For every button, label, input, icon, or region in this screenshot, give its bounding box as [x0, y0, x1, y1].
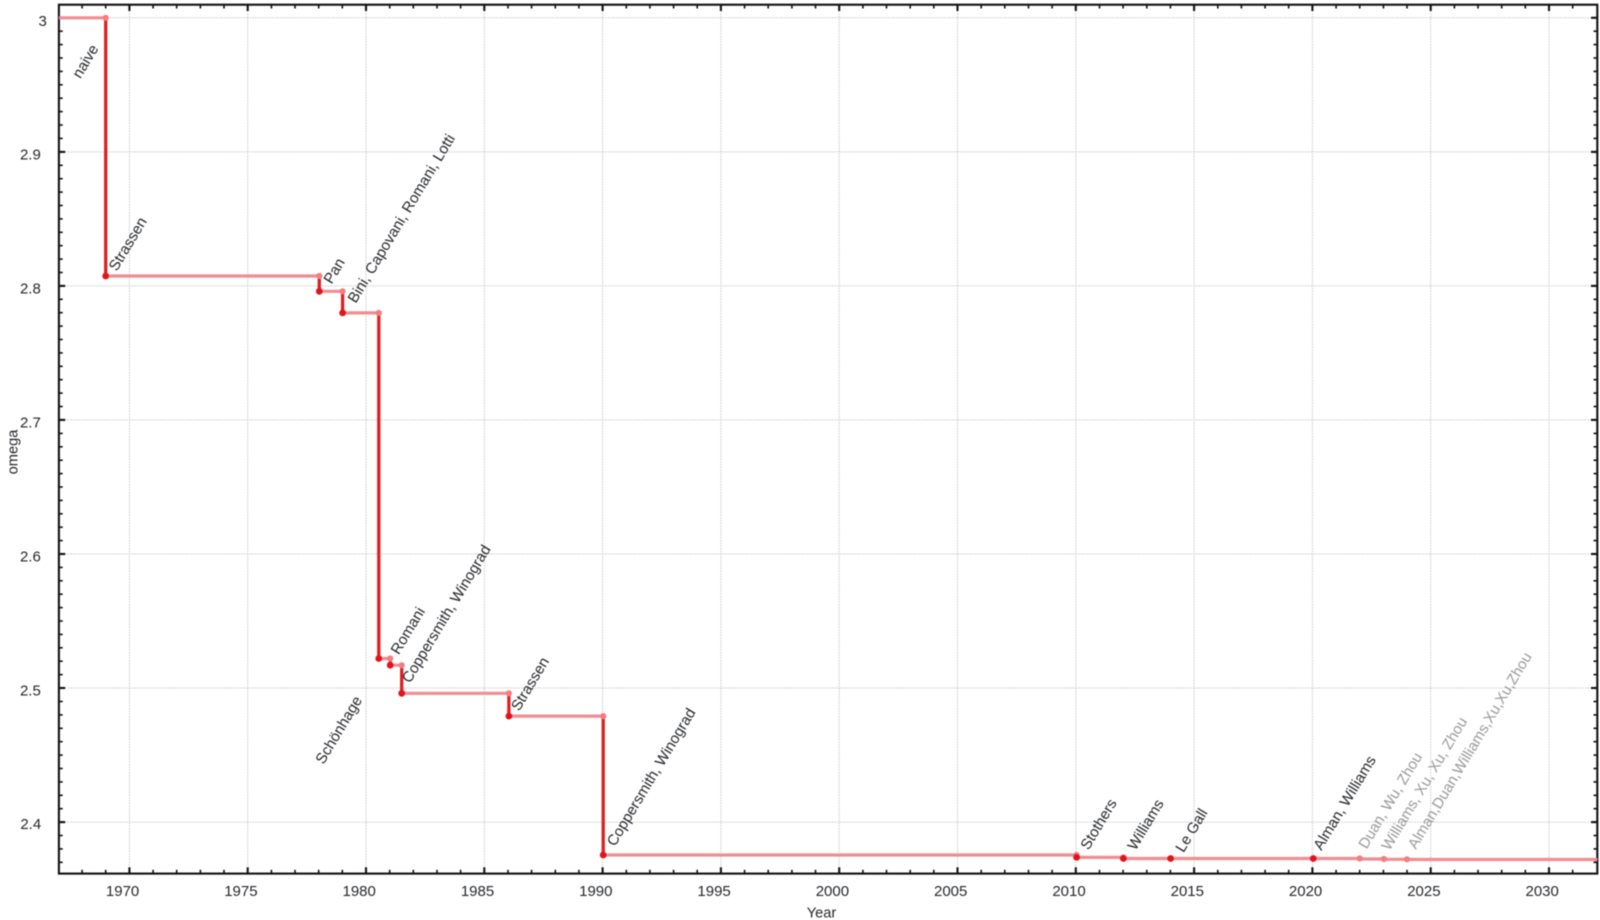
svg-text:2.8: 2.8	[20, 280, 41, 297]
svg-text:1970: 1970	[106, 883, 139, 900]
svg-text:3: 3	[38, 13, 46, 30]
svg-text:1980: 1980	[343, 883, 376, 900]
svg-text:2.4: 2.4	[20, 816, 41, 833]
svg-text:2.5: 2.5	[20, 683, 41, 700]
svg-text:2030: 2030	[1526, 883, 1559, 900]
svg-text:Le Gall: Le Gall	[1172, 806, 1211, 855]
svg-text:2.7: 2.7	[20, 414, 41, 431]
svg-text:Year: Year	[807, 906, 837, 920]
svg-text:2015: 2015	[1171, 883, 1204, 900]
svg-text:2020: 2020	[1289, 883, 1322, 900]
svg-text:Coppersmith, Winograd: Coppersmith, Winograd	[604, 705, 700, 849]
svg-text:2.9: 2.9	[20, 146, 41, 163]
svg-text:2025: 2025	[1407, 883, 1440, 900]
svg-text:Schönhage: Schönhage	[312, 693, 366, 767]
svg-text:Stothers: Stothers	[1077, 796, 1120, 853]
svg-text:omega: omega	[6, 429, 22, 475]
svg-text:2005: 2005	[934, 883, 967, 900]
svg-text:Williams: Williams	[1124, 797, 1167, 854]
svg-text:2000: 2000	[816, 883, 849, 900]
svg-text:Strassen: Strassen	[508, 654, 553, 714]
svg-text:2010: 2010	[1052, 883, 1085, 900]
svg-text:1990: 1990	[579, 883, 612, 900]
svg-text:Pan: Pan	[320, 255, 348, 287]
svg-text:naive: naive	[69, 42, 102, 81]
svg-text:1995: 1995	[697, 883, 730, 900]
svg-text:1985: 1985	[461, 883, 494, 900]
svg-text:1975: 1975	[224, 883, 257, 900]
svg-text:Bini, Capovani, Romani, Lotti: Bini, Capovani, Romani, Lotti	[345, 131, 459, 306]
svg-text:Strassen: Strassen	[106, 214, 151, 274]
svg-text:2.6: 2.6	[20, 548, 41, 565]
